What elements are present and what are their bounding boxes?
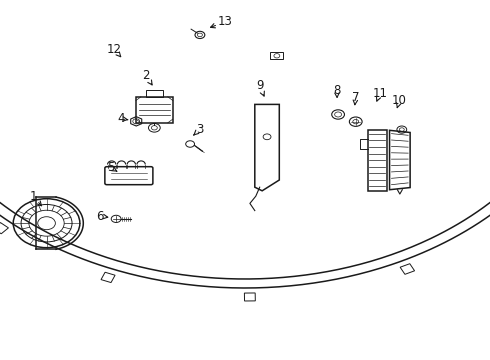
Text: 3: 3 bbox=[194, 123, 203, 136]
Text: 11: 11 bbox=[372, 87, 388, 101]
Text: 4: 4 bbox=[118, 112, 128, 125]
Text: 13: 13 bbox=[211, 15, 233, 28]
Text: 12: 12 bbox=[107, 43, 122, 57]
Text: 1: 1 bbox=[29, 190, 42, 206]
Text: 7: 7 bbox=[352, 91, 359, 105]
Text: 2: 2 bbox=[142, 69, 152, 85]
Text: 10: 10 bbox=[392, 94, 407, 108]
Text: 6: 6 bbox=[96, 210, 108, 222]
Text: 8: 8 bbox=[333, 84, 341, 98]
Text: 5: 5 bbox=[107, 161, 117, 174]
Text: 9: 9 bbox=[256, 79, 264, 96]
